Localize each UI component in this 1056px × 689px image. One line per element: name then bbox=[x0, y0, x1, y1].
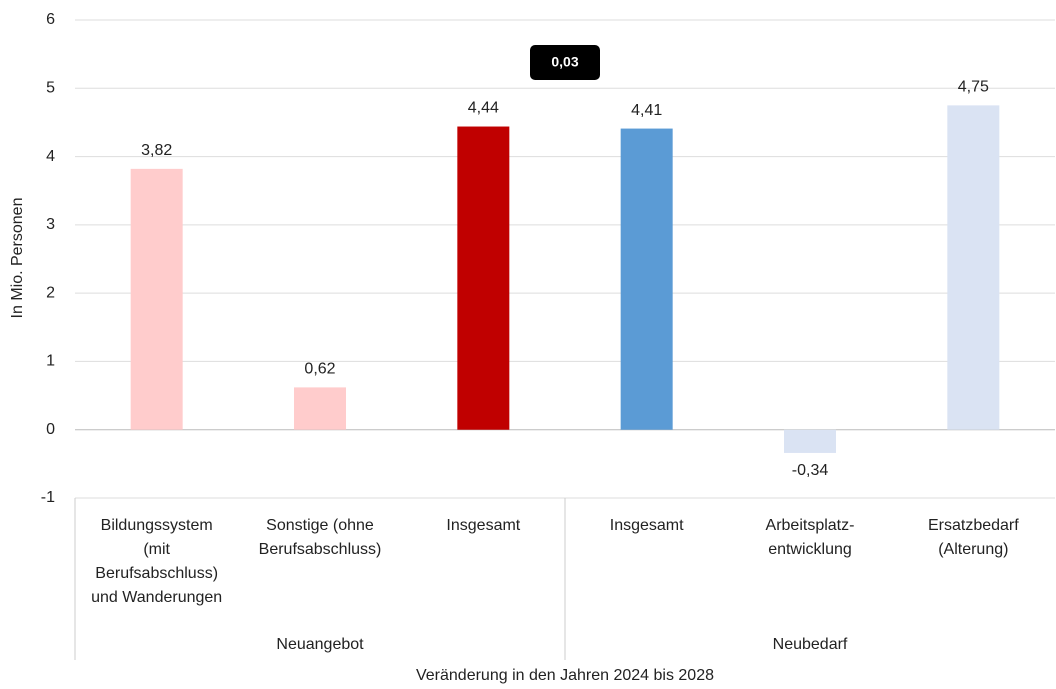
annotation: 0,03 bbox=[551, 54, 578, 70]
bar bbox=[294, 387, 346, 430]
bar bbox=[130, 168, 183, 430]
x-tick-label: Insgesamt bbox=[610, 517, 684, 534]
x-tick-line: entwicklung bbox=[768, 541, 852, 558]
x-tick-line: Berufsabschluss) bbox=[259, 541, 382, 558]
data-label: 4,44 bbox=[468, 100, 499, 117]
x-tick-line: und Wanderungen bbox=[91, 589, 222, 606]
x-tick-label: Ersatzbedarf (Alterung) bbox=[928, 517, 1019, 558]
y-tick-label: 5 bbox=[46, 80, 55, 97]
y-tick-label: 4 bbox=[46, 148, 55, 165]
y-tick-label: 1 bbox=[46, 353, 55, 370]
group-label: Neubedarf bbox=[773, 636, 848, 653]
x-tick-line: Insgesamt bbox=[610, 517, 684, 534]
x-tick-line: Arbeitsplatz- bbox=[766, 517, 855, 534]
annotation-box bbox=[530, 45, 600, 80]
x-tick-line: Sonstige (ohne bbox=[266, 517, 374, 534]
x-tick-line: (Alterung) bbox=[938, 541, 1008, 558]
y-tick-label: 0 bbox=[46, 421, 55, 438]
x-tick-line: (mit bbox=[143, 541, 170, 558]
data-label: 0,62 bbox=[304, 361, 335, 378]
data-label: 3,82 bbox=[141, 142, 172, 159]
x-tick-line: Insgesamt bbox=[446, 517, 520, 534]
x-tick-label: Bildungssystem (mit Berufsabschluss) und Wa… bbox=[91, 517, 222, 606]
x-axis-label: Veränderung in den Jahren 2024 bis 2028 bbox=[416, 667, 714, 684]
data-label: 4,41 bbox=[631, 102, 662, 119]
x-tick-label: Insgesamt bbox=[446, 517, 520, 534]
x-tick-label: Arbeitsplatz-entwicklung bbox=[766, 517, 855, 558]
data-label: 4,75 bbox=[958, 79, 989, 96]
y-tick-label: -1 bbox=[41, 489, 55, 506]
x-tick-label: Sonstige (ohne Berufsabschluss) bbox=[259, 517, 382, 558]
group-label: Neuangebot bbox=[276, 636, 364, 653]
x-tick-line: Ersatzbedarf bbox=[928, 517, 1019, 534]
bar bbox=[457, 126, 510, 430]
y-tick-label: 6 bbox=[46, 11, 55, 28]
x-tick-line: Bildungssystem bbox=[101, 517, 213, 534]
y-axis-label: In Mio. Personen bbox=[9, 198, 26, 319]
x-tick-line: Berufsabschluss) bbox=[95, 565, 218, 582]
y-tick-label: 2 bbox=[46, 284, 55, 301]
bar bbox=[947, 105, 1000, 430]
bar bbox=[620, 128, 673, 430]
y-tick-label: 3 bbox=[46, 216, 55, 233]
bar bbox=[784, 429, 836, 453]
data-label: -0,34 bbox=[792, 462, 829, 479]
